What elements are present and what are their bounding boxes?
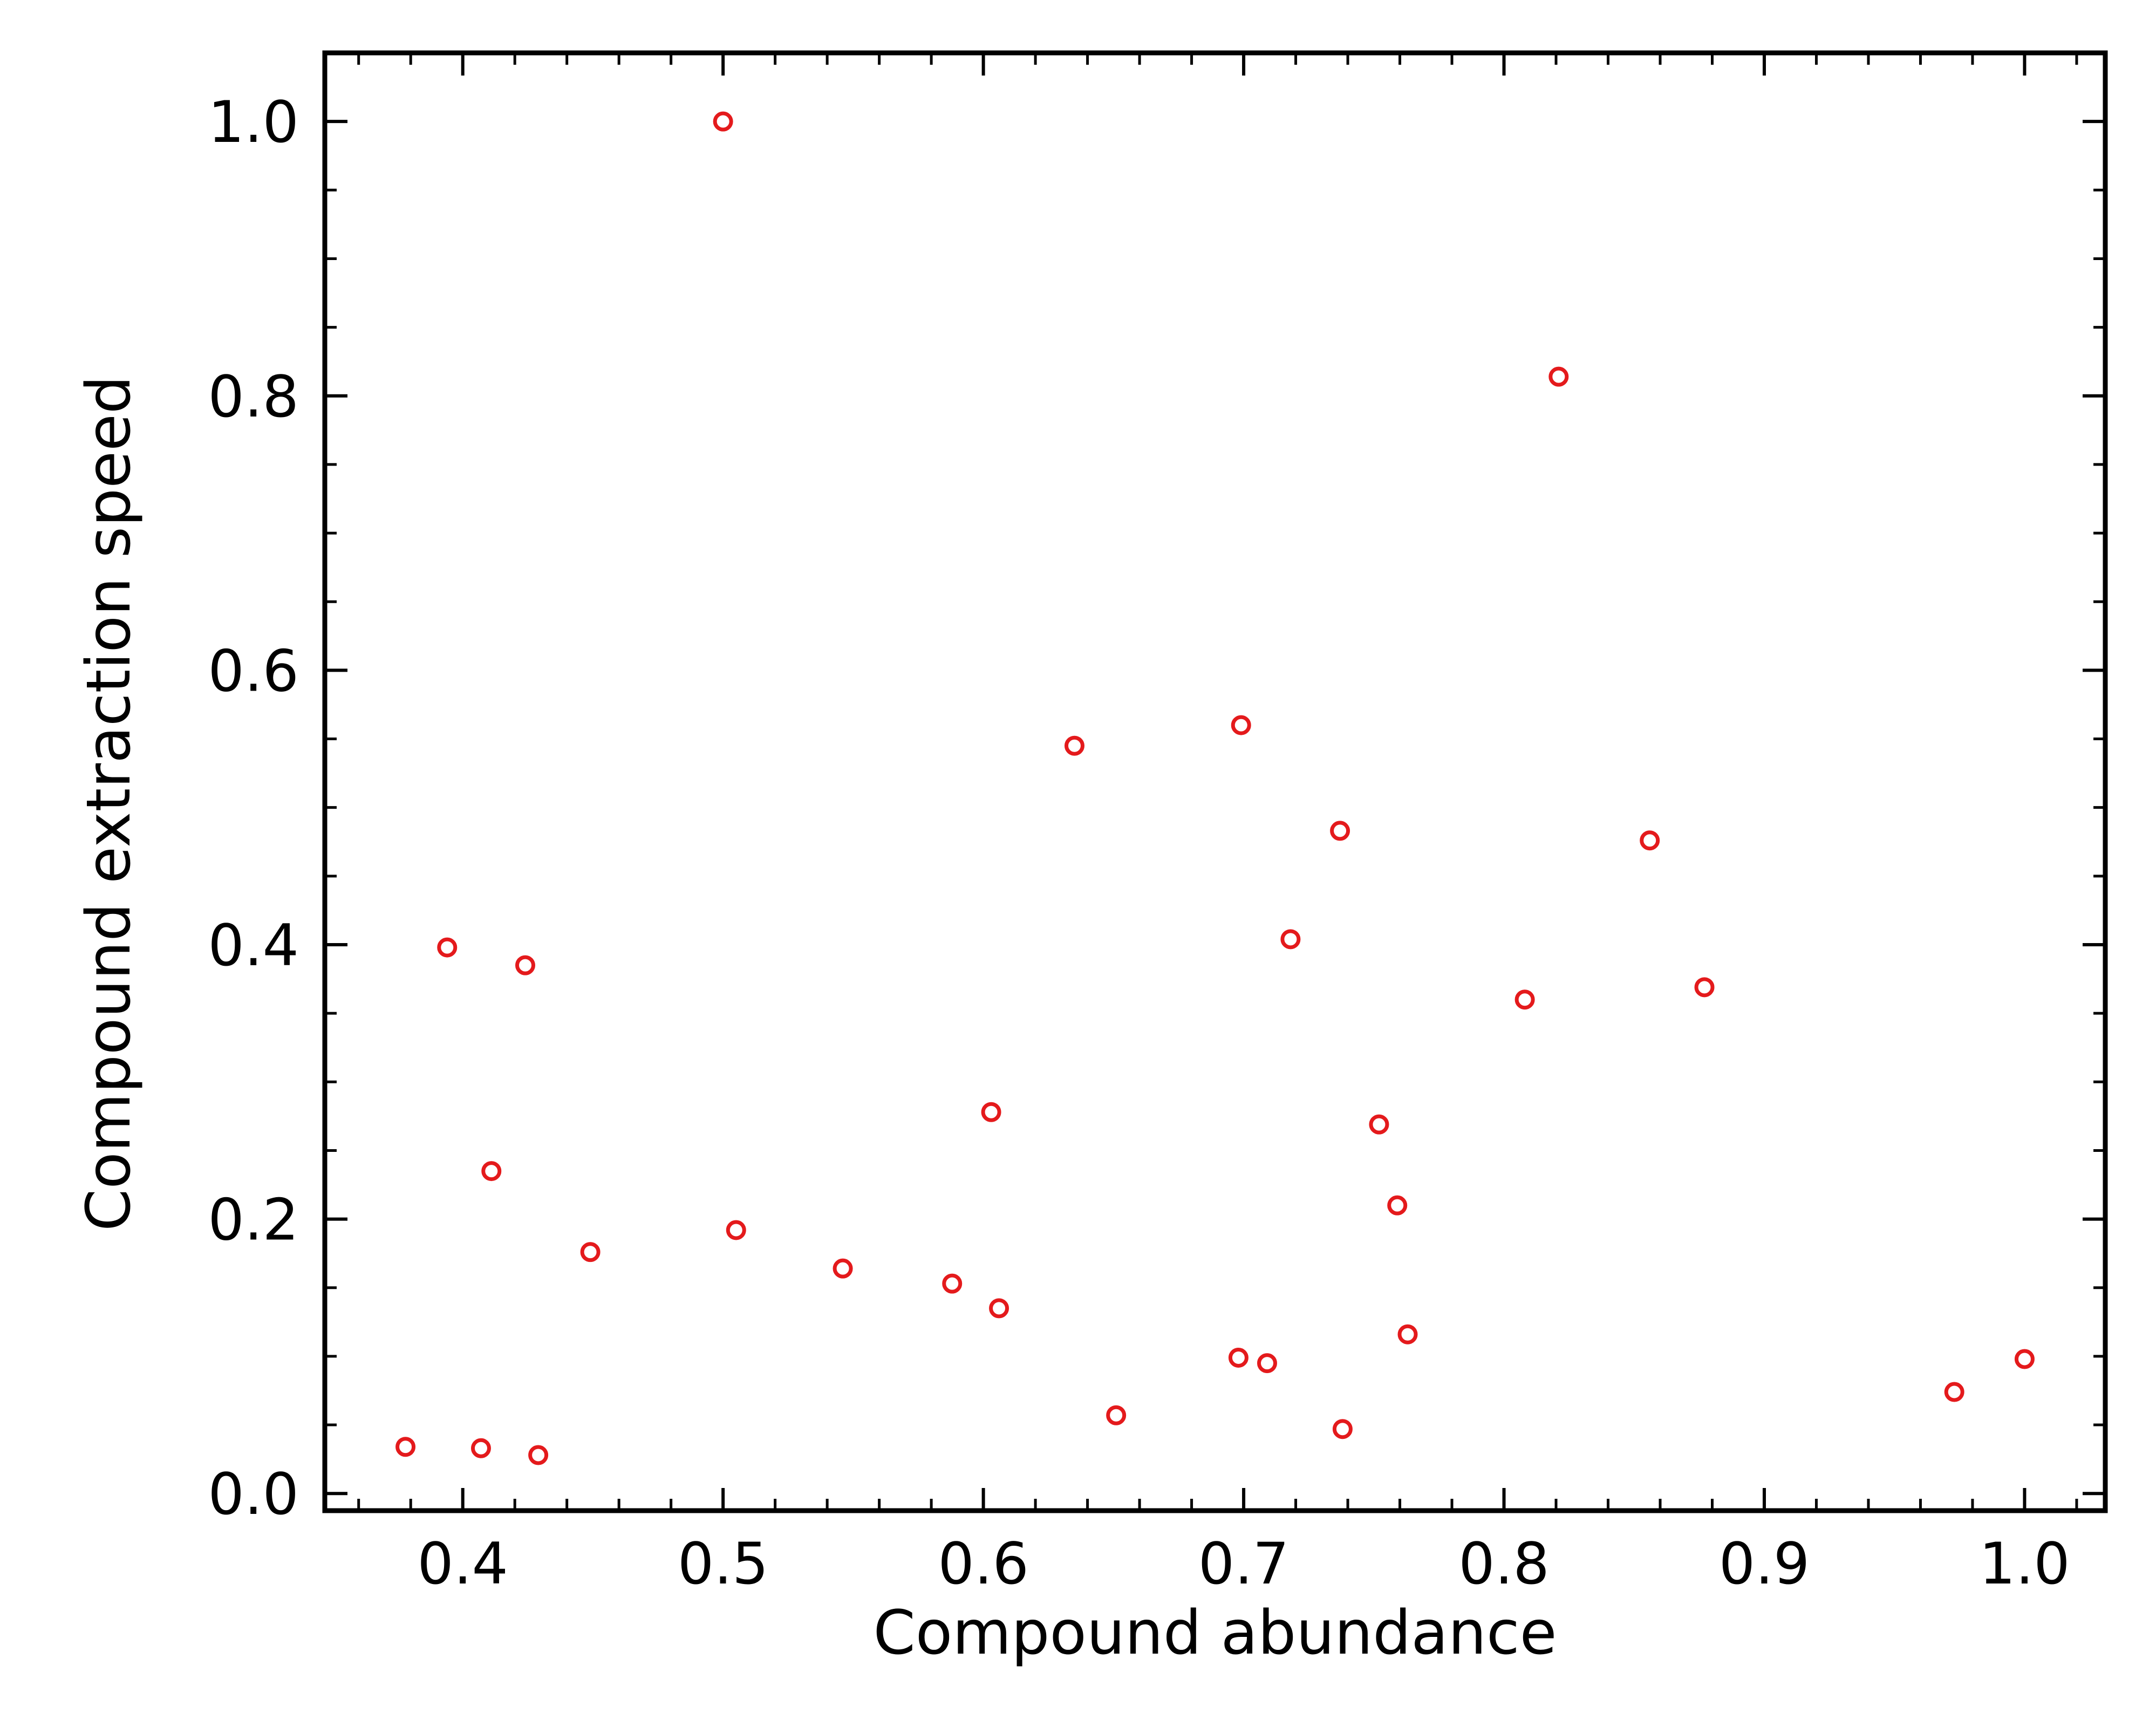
- x-tick-label: 0.8: [1458, 1531, 1550, 1597]
- y-tick-label: 0.2: [208, 1187, 299, 1253]
- x-axis-label: Compound abundance: [874, 1598, 1557, 1668]
- data-point: [1257, 1353, 1277, 1374]
- data-point: [989, 1298, 1009, 1319]
- data-point: [1387, 1195, 1408, 1216]
- data-point: [1332, 1419, 1353, 1439]
- data-point: [1228, 1347, 1248, 1368]
- x-tick-label: 1.0: [1979, 1531, 2070, 1597]
- x-tick-label: 0.5: [678, 1531, 769, 1597]
- data-point: [528, 1445, 549, 1465]
- major-ticks: [325, 53, 2105, 1511]
- data-point: [713, 111, 733, 132]
- data-point: [1694, 977, 1715, 998]
- y-axis-label: Compound extraction speed: [74, 376, 144, 1231]
- data-point: [1231, 715, 1251, 735]
- data-point: [1640, 830, 1660, 851]
- data-point: [2014, 1349, 2035, 1369]
- x-tick-label: 0.9: [1719, 1531, 1810, 1597]
- data-point: [580, 1242, 601, 1262]
- data-point: [1064, 735, 1084, 756]
- x-tick-label: 0.6: [938, 1531, 1029, 1597]
- data-point: [942, 1273, 963, 1294]
- y-tick-label: 0.6: [208, 638, 299, 704]
- data-point: [1369, 1114, 1389, 1135]
- data-point: [481, 1161, 502, 1182]
- data-point: [437, 937, 458, 958]
- data-point: [515, 955, 535, 975]
- x-tick-label: 0.4: [417, 1531, 508, 1597]
- data-point: [981, 1102, 1001, 1122]
- data-point: [1548, 366, 1569, 387]
- data-point: [1280, 929, 1301, 950]
- data-point: [395, 1437, 416, 1457]
- y-tick-label: 0.0: [208, 1461, 299, 1527]
- y-tick-labels: 0.0 0.2 0.4 0.6 0.8 1.0: [208, 89, 299, 1527]
- data-point: [726, 1220, 746, 1240]
- data-point: [1514, 989, 1535, 1010]
- data-point: [1944, 1382, 1964, 1402]
- data-point: [1330, 821, 1350, 841]
- y-tick-label: 0.8: [208, 364, 299, 430]
- x-tick-labels: 0.4 0.5 0.6 0.7 0.8 0.9 1.0: [417, 1531, 2070, 1597]
- data-point: [1106, 1405, 1127, 1425]
- data-point: [833, 1258, 853, 1279]
- data-point: [470, 1438, 491, 1458]
- y-tick-label: 0.4: [208, 912, 299, 979]
- y-tick-label: 1.0: [208, 89, 299, 155]
- x-tick-label: 0.7: [1198, 1531, 1289, 1597]
- plot-frame: [322, 50, 2108, 1513]
- data-point: [1397, 1324, 1418, 1344]
- data-points: [395, 111, 2035, 1465]
